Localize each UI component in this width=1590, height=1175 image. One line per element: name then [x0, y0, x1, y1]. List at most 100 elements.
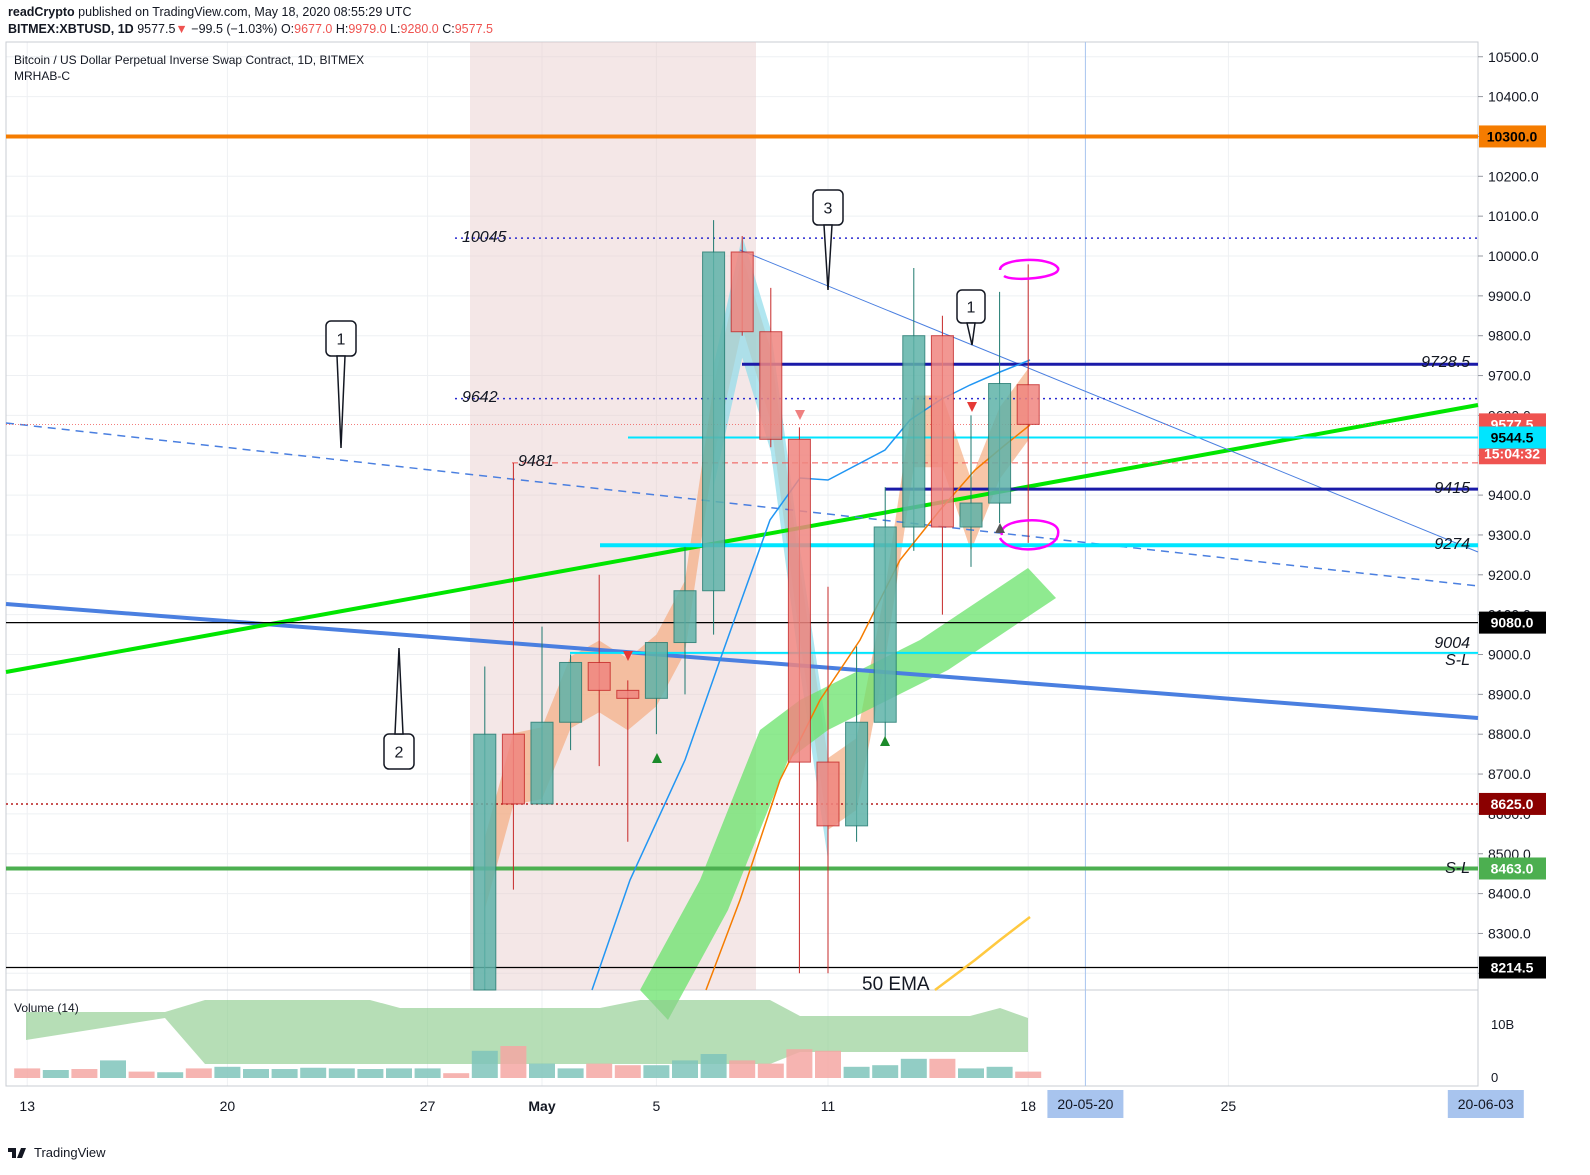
volume-pane	[14, 1000, 1042, 1078]
candle-body	[816, 761, 840, 827]
x-tick-label: 20	[220, 1098, 236, 1114]
volume-bar	[328, 1068, 355, 1078]
buy-marker-icon	[880, 736, 890, 746]
candle-body	[759, 331, 783, 440]
volume-bar	[586, 1063, 613, 1078]
buy-marker-icon	[652, 753, 662, 763]
ema-50-line	[934, 916, 1031, 991]
volume-tick: 0	[1491, 1070, 1498, 1085]
close-label: C:	[442, 22, 455, 36]
close-value: 9577.5	[454, 22, 493, 36]
legend-indicator: MRHAB-C	[14, 69, 70, 83]
y-tick-label: 8800.0	[1488, 726, 1531, 742]
y-tick-label: 8400.0	[1488, 886, 1531, 902]
volume-tick: 10B	[1491, 1017, 1514, 1032]
callout: 2	[383, 647, 415, 770]
price-label-box	[1479, 611, 1546, 634]
level-annotation: 9274	[1434, 536, 1470, 553]
volume-bar	[185, 1068, 212, 1078]
level-annotation: 9642	[462, 389, 498, 406]
volume-bar	[386, 1068, 412, 1078]
volume-bar	[414, 1068, 441, 1078]
y-tick-label: 9300.0	[1488, 527, 1531, 543]
price-label: 9080.0	[1491, 615, 1534, 631]
ohlc-line: BITMEX:XBTUSD, 1D 9577.5▼ −99.5 (−1.03%)…	[8, 22, 493, 36]
high-label: H:	[335, 22, 349, 36]
highlight-mark-bottom	[998, 519, 1060, 551]
low-value: 9280.0	[400, 22, 439, 36]
volume-bar	[900, 1058, 927, 1078]
publisher-name: readCrypto	[8, 5, 75, 19]
volume-bar	[757, 1063, 784, 1078]
high-value: 9979.0	[348, 22, 387, 36]
level-annotation: 9004	[1434, 635, 1470, 652]
candle-body	[845, 721, 869, 827]
callout-tail	[823, 224, 833, 291]
price-label: 8214.5	[1491, 960, 1534, 976]
price-label-box	[1479, 857, 1546, 880]
candle-body	[530, 721, 554, 805]
callout-tail	[336, 355, 346, 449]
volume-bar	[843, 1066, 870, 1078]
overlays: 100459728.596429481941592749004S-LS-L131…	[325, 189, 1514, 1085]
candle-body	[1016, 384, 1040, 425]
candle-body	[501, 733, 525, 805]
candle-body	[902, 335, 926, 528]
callout-label: 2	[395, 745, 404, 762]
tradingview-logo-icon	[8, 1147, 26, 1158]
candle-body	[473, 733, 497, 991]
volume-bar	[471, 1050, 498, 1078]
volume-bar	[157, 1072, 184, 1078]
volume-bar	[1015, 1071, 1042, 1078]
last-price: 9577.5	[137, 22, 176, 36]
volume-bar	[815, 1050, 841, 1078]
y-tick-label: 9200.0	[1488, 567, 1531, 583]
price-chart[interactable]: 100459728.596429481941592749004S-LS-L131…	[0, 40, 1590, 1130]
volume-bar	[643, 1065, 670, 1078]
y-tick-label: 8700.0	[1488, 766, 1531, 782]
open-label: O:	[280, 22, 295, 36]
y-tick-label: 9700.0	[1488, 368, 1531, 384]
candle-body	[616, 689, 640, 699]
x-tick-label: 13	[19, 1098, 35, 1114]
price-label: 8463.0	[1491, 860, 1534, 876]
callout: 1	[956, 289, 986, 346]
symbol-name: BITMEX:XBTUSD, 1D	[8, 22, 134, 36]
price-label: 10300.0	[1487, 128, 1538, 144]
publish-line: readCrypto published on TradingView.com,…	[8, 5, 411, 19]
volume-bar	[614, 1065, 641, 1078]
sell-marker-icon	[967, 402, 977, 412]
price-label-box	[1479, 125, 1546, 148]
price-label-box	[1479, 426, 1546, 449]
price-label: 15:04:32	[1484, 445, 1540, 461]
callout-tail	[966, 322, 976, 346]
volume-bar	[500, 1046, 527, 1078]
x-tick-label: 5	[653, 1098, 661, 1114]
volume-bar	[786, 1049, 813, 1078]
y-tick-label: 9000.0	[1488, 647, 1531, 663]
volume-bar	[672, 1060, 698, 1078]
volume-bar	[357, 1069, 384, 1078]
chart-frame	[5, 41, 1479, 1087]
price-label: 9544.5	[1491, 430, 1534, 446]
x-tick-label: 18	[1020, 1098, 1036, 1114]
volume-bar	[214, 1066, 241, 1078]
candle-body	[988, 383, 1012, 504]
ma-blue	[591, 359, 1031, 991]
volume-bar	[243, 1069, 269, 1078]
volume-bar	[271, 1069, 298, 1078]
level-annotation: 10045	[462, 229, 507, 246]
volume-label: Volume (14)	[14, 1001, 79, 1015]
price-label-box	[1479, 956, 1546, 979]
volume-bar	[929, 1058, 956, 1078]
volume-bar	[557, 1068, 584, 1078]
volume-bar	[443, 1073, 470, 1078]
candle-body	[644, 642, 668, 699]
x-tick-label: 25	[1221, 1098, 1237, 1114]
y-tick-label: 9800.0	[1488, 328, 1531, 344]
callout-tail	[394, 647, 404, 735]
ascending-trendline	[5, 403, 1479, 674]
ema-band	[640, 568, 1056, 1020]
candle-body	[559, 661, 583, 723]
published-date: published on TradingView.com, May 18, 20…	[74, 5, 412, 19]
